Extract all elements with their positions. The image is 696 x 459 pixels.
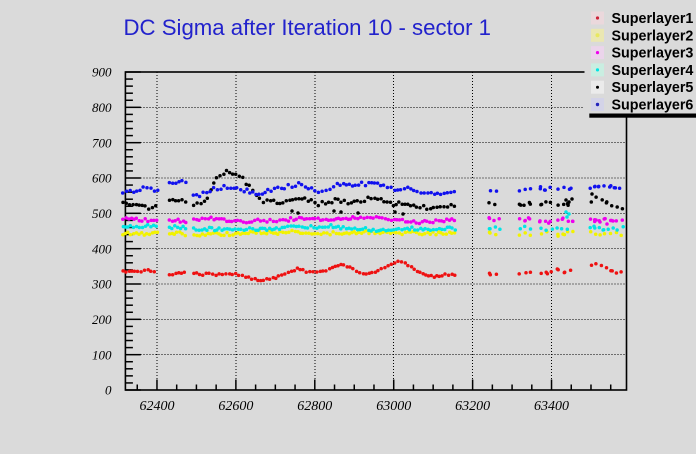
- svg-text:62600: 62600: [218, 399, 253, 414]
- svg-text:62400: 62400: [140, 399, 175, 414]
- svg-text:63200: 63200: [455, 399, 490, 414]
- svg-text:900: 900: [92, 65, 112, 80]
- svg-text:500: 500: [92, 206, 112, 221]
- svg-text:63000: 63000: [376, 399, 411, 414]
- svg-text:600: 600: [92, 171, 112, 186]
- svg-text:700: 700: [92, 135, 112, 150]
- svg-text:300: 300: [91, 277, 112, 292]
- svg-text:Superlayer6: Superlayer6: [612, 98, 694, 114]
- svg-text:100: 100: [92, 347, 112, 362]
- svg-text:62800: 62800: [297, 399, 332, 414]
- svg-text:63400: 63400: [534, 399, 569, 414]
- svg-text:Superlayer3: Superlayer3: [612, 46, 694, 62]
- svg-text:400: 400: [92, 241, 112, 256]
- svg-text:0: 0: [105, 383, 112, 398]
- svg-text:200: 200: [92, 312, 112, 327]
- svg-text:Superlayer1: Superlayer1: [612, 11, 694, 27]
- svg-text:DC Sigma after Iteration 10 -: DC Sigma after Iteration 10 - sector 1: [124, 15, 491, 40]
- svg-text:Superlayer4: Superlayer4: [612, 63, 694, 79]
- svg-text:Superlayer5: Superlayer5: [612, 80, 694, 96]
- svg-text:Superlayer2: Superlayer2: [612, 28, 694, 44]
- svg-text:800: 800: [92, 100, 112, 115]
